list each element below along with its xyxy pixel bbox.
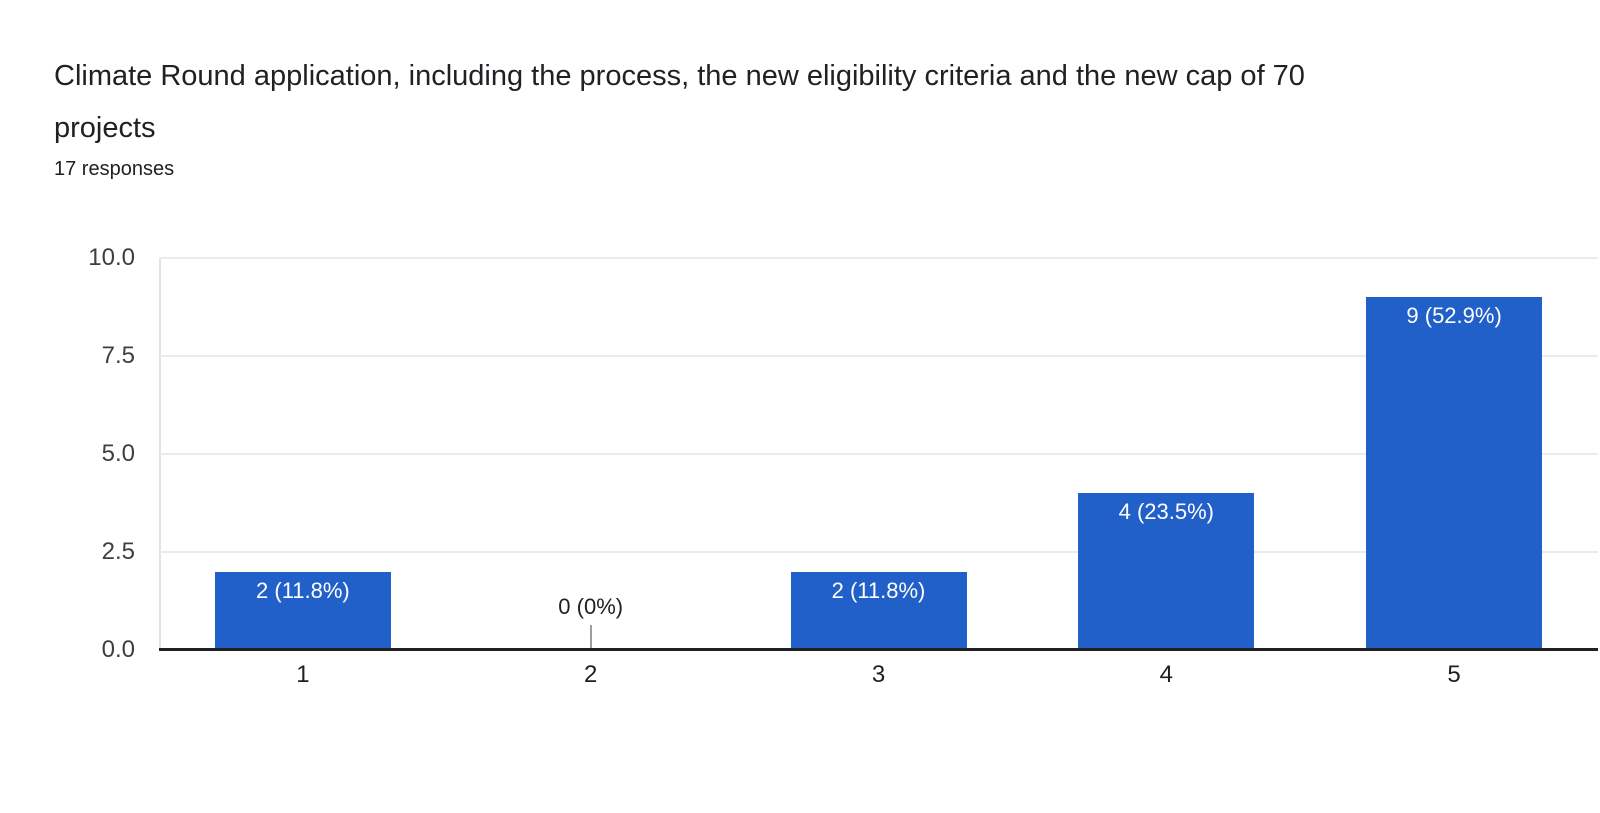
x-axis-category-label: 5 <box>1447 661 1461 688</box>
y-axis-tick-label: 10.0 <box>88 244 135 271</box>
bar-value-label: 9 (52.9%) <box>1406 303 1502 329</box>
bar-value-label: 2 (11.8%) <box>831 577 926 603</box>
x-axis-line <box>159 648 1598 651</box>
bar-value-label-zero: 0 (0%) <box>558 594 624 619</box>
x-axis-category-label: 4 <box>1159 661 1173 688</box>
y-axis-tick-label: 7.5 <box>101 342 135 369</box>
y-axis-tick-label: 5.0 <box>101 440 135 467</box>
bar-rating-5[interactable] <box>1366 297 1543 650</box>
bar-rating-3[interactable] <box>790 571 967 650</box>
responses-count: 17 responses <box>54 158 175 180</box>
bar-value-label: 2 (11.8%) <box>256 577 350 603</box>
bar-rating-4[interactable] <box>1078 493 1255 650</box>
x-axis-category-label: 1 <box>296 661 310 688</box>
question-title-line1: Climate Round application, including the… <box>54 60 1305 92</box>
bar-rating-1[interactable] <box>214 571 391 650</box>
gridline-7.5 <box>159 355 1598 357</box>
zero-bar-stub-line <box>589 625 592 649</box>
question-title-line2: projects <box>54 112 156 144</box>
gridline-2.5 <box>159 551 1598 553</box>
bar-value-label: 4 (23.5%) <box>1118 499 1214 525</box>
gridline-5.0 <box>159 453 1598 455</box>
y-axis-tick-label: 0.0 <box>101 636 135 663</box>
question-title: Climate Round application, including the… <box>54 50 1554 154</box>
gridline-10.0 <box>159 257 1598 259</box>
x-axis-category-label: 3 <box>871 661 886 688</box>
y-axis-tick-label: 2.5 <box>101 538 135 565</box>
x-axis-category-label: 2 <box>584 661 598 688</box>
